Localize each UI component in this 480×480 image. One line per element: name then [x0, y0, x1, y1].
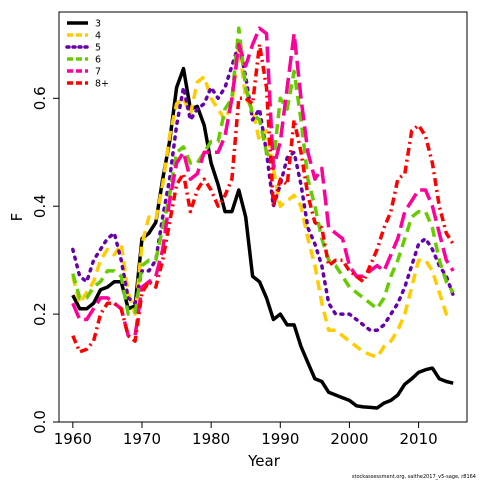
legend-label: 8+	[95, 79, 109, 90]
x-tick-label: 2010	[399, 430, 437, 448]
legend-label: 4	[95, 31, 101, 42]
legend-label: 5	[95, 43, 101, 54]
x-tick-label: 1960	[54, 430, 92, 448]
series-line-8plus	[71, 42, 455, 354]
series-line-7	[71, 26, 455, 338]
y-axis-label: F	[8, 213, 26, 222]
y-tick-label: 0.4	[31, 194, 49, 218]
y-axis: 0.0 0.2 0.4 0.6	[31, 86, 59, 434]
y-tick-label: 0.2	[31, 302, 49, 326]
credit-text: stockassessment.org, saithe2017_v5-sage,…	[352, 474, 476, 480]
plot-frame	[58, 11, 468, 423]
x-axis-label: Year	[247, 452, 281, 470]
x-tick-label: 1970	[123, 430, 161, 448]
series-line-6	[71, 26, 455, 316]
x-tick-label: 1990	[261, 430, 299, 448]
series-layer	[71, 26, 455, 410]
legend-label: 3	[95, 19, 101, 30]
x-axis: 1960 1970 1980 1990 2000 2010	[54, 422, 438, 448]
y-tick-label: 0.6	[31, 86, 49, 110]
x-tick-label: 1980	[192, 430, 230, 448]
legend-label: 7	[95, 67, 101, 78]
y-tick-label: 0.0	[31, 410, 49, 434]
legend-label: 6	[95, 55, 101, 66]
x-tick-label: 2000	[330, 430, 368, 448]
